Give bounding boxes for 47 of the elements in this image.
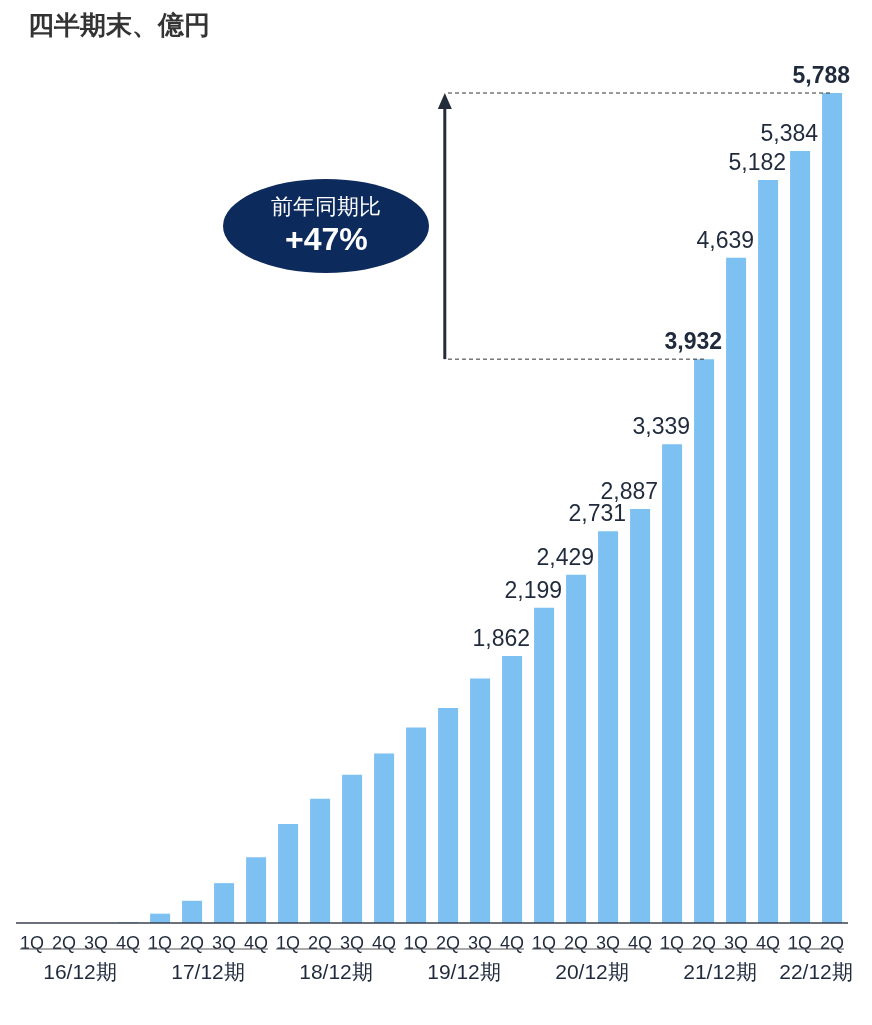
callout-ellipse: 前年同期比 +47%: [223, 179, 430, 274]
text: 16/12期: [43, 960, 117, 983]
x-tick-label: 2Q: [691, 933, 717, 953]
data-label: 2,887: [600, 478, 659, 504]
data-label: 5,788: [792, 62, 851, 88]
x-tick-label: 1Q: [787, 933, 813, 953]
text: 22/12期: [779, 960, 853, 983]
x-tick-label: 4Q: [499, 933, 525, 953]
data-label: 2,199: [504, 576, 563, 603]
text: 20/12期: [555, 960, 629, 983]
chart-title: 四半期末、億円: [27, 9, 211, 42]
text: 17/12期: [171, 960, 245, 983]
x-tick-label: 2Q: [307, 933, 333, 953]
x-tick-label: 4Q: [627, 933, 653, 953]
text: 19/12期: [427, 960, 501, 983]
x-tick-label: 3Q: [723, 933, 749, 953]
x-tick-label: 2Q: [563, 933, 589, 953]
data-label: 2,429: [536, 543, 595, 570]
data-label: 4,639: [696, 226, 755, 253]
x-tick-label: 2Q: [435, 933, 461, 953]
x-tick-label: 4Q: [243, 933, 269, 953]
x-tick-label: 1Q: [531, 933, 557, 953]
x-tick-label: 3Q: [467, 933, 493, 953]
x-tick-label: 2Q: [51, 933, 77, 953]
x-tick-label: 1Q: [275, 933, 301, 953]
x-tick-label: 1Q: [147, 933, 173, 953]
text: 21/12期: [683, 960, 757, 983]
x-tick-label: 3Q: [339, 933, 365, 953]
x-tick-label: 4Q: [755, 933, 781, 953]
x-tick-label: 3Q: [83, 933, 109, 953]
data-label: 1,862: [472, 624, 531, 651]
x-tick-label: 1Q: [403, 933, 429, 953]
x-tick-label: 4Q: [115, 933, 141, 953]
data-label: 3,339: [632, 413, 691, 440]
annotation: +47%: [285, 220, 368, 259]
x-tick-label: 4Q: [371, 933, 397, 953]
x-tick-label: 2Q: [179, 933, 205, 953]
annotation: 前年同期比: [271, 193, 382, 221]
x-tick-label: 1Q: [19, 933, 45, 953]
text: 18/12期: [299, 960, 373, 983]
data-label: 5,182: [728, 148, 787, 175]
data-label: 3,932: [664, 328, 723, 355]
x-tick-label: 3Q: [595, 933, 621, 953]
data-label: 5,384: [760, 119, 819, 146]
x-tick-label: 2Q: [819, 933, 845, 953]
x-tick-label: 1Q: [659, 933, 685, 953]
x-tick-label: 3Q: [211, 933, 237, 953]
